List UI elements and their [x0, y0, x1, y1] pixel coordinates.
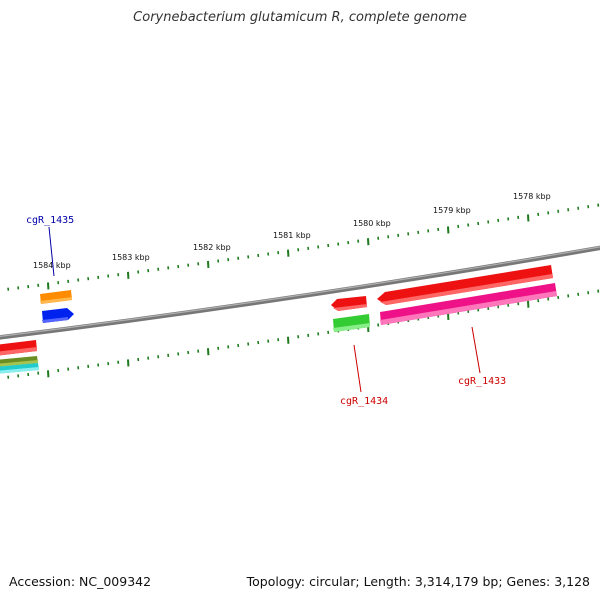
kbp-label-1583: 1583 kbp — [112, 253, 150, 262]
kbp-label-1578: 1578 kbp — [513, 192, 551, 201]
gene-feature-cgR_1435[interactable] — [42, 308, 74, 323]
genome-backbone — [0, 245, 600, 340]
kbp-label-1579: 1579 kbp — [433, 206, 471, 215]
gene-label-cgR_1434[interactable]: cgR_1434 — [340, 396, 388, 407]
accession-text: Accession: NC_009342 — [9, 574, 152, 589]
gene-feature-cgR_1434[interactable] — [333, 314, 370, 332]
gene-feature-cgR_1434-red[interactable] — [331, 296, 367, 311]
kbp-label-1582: 1582 kbp — [193, 243, 231, 252]
kbp-label-1580: 1580 kbp — [353, 219, 391, 228]
gene-feature-red-long[interactable] — [377, 265, 553, 305]
gene-feature-left-red[interactable] — [0, 340, 37, 356]
genome-backbone-highlight — [0, 246, 600, 337]
gene-feature-left-olive[interactable] — [0, 356, 38, 367]
kbp-label-1581: 1581 kbp — [273, 231, 311, 240]
leader-line-cgR_1435 — [48, 226, 55, 277]
gene-feature-orange[interactable] — [40, 290, 72, 304]
kbp-label-1584: 1584 kbp — [33, 261, 71, 270]
genome-title: Corynebacterium glutamicum R, complete g… — [133, 10, 467, 25]
genome-summary-text: Topology: circular; Length: 3,314,179 bp… — [246, 574, 590, 589]
gene-feature-left-cyan[interactable] — [0, 363, 39, 374]
gene-label-cgR_1435[interactable]: cgR_1435 — [26, 215, 74, 226]
leader-line-cgR_1433 — [471, 326, 481, 374]
leader-line-cgR_1434 — [353, 344, 362, 393]
outer-scale-ticks — [7, 203, 600, 291]
gene-label-cgR_1433[interactable]: cgR_1433 — [458, 376, 506, 387]
gene-feature-cgR_1433[interactable] — [380, 283, 557, 325]
